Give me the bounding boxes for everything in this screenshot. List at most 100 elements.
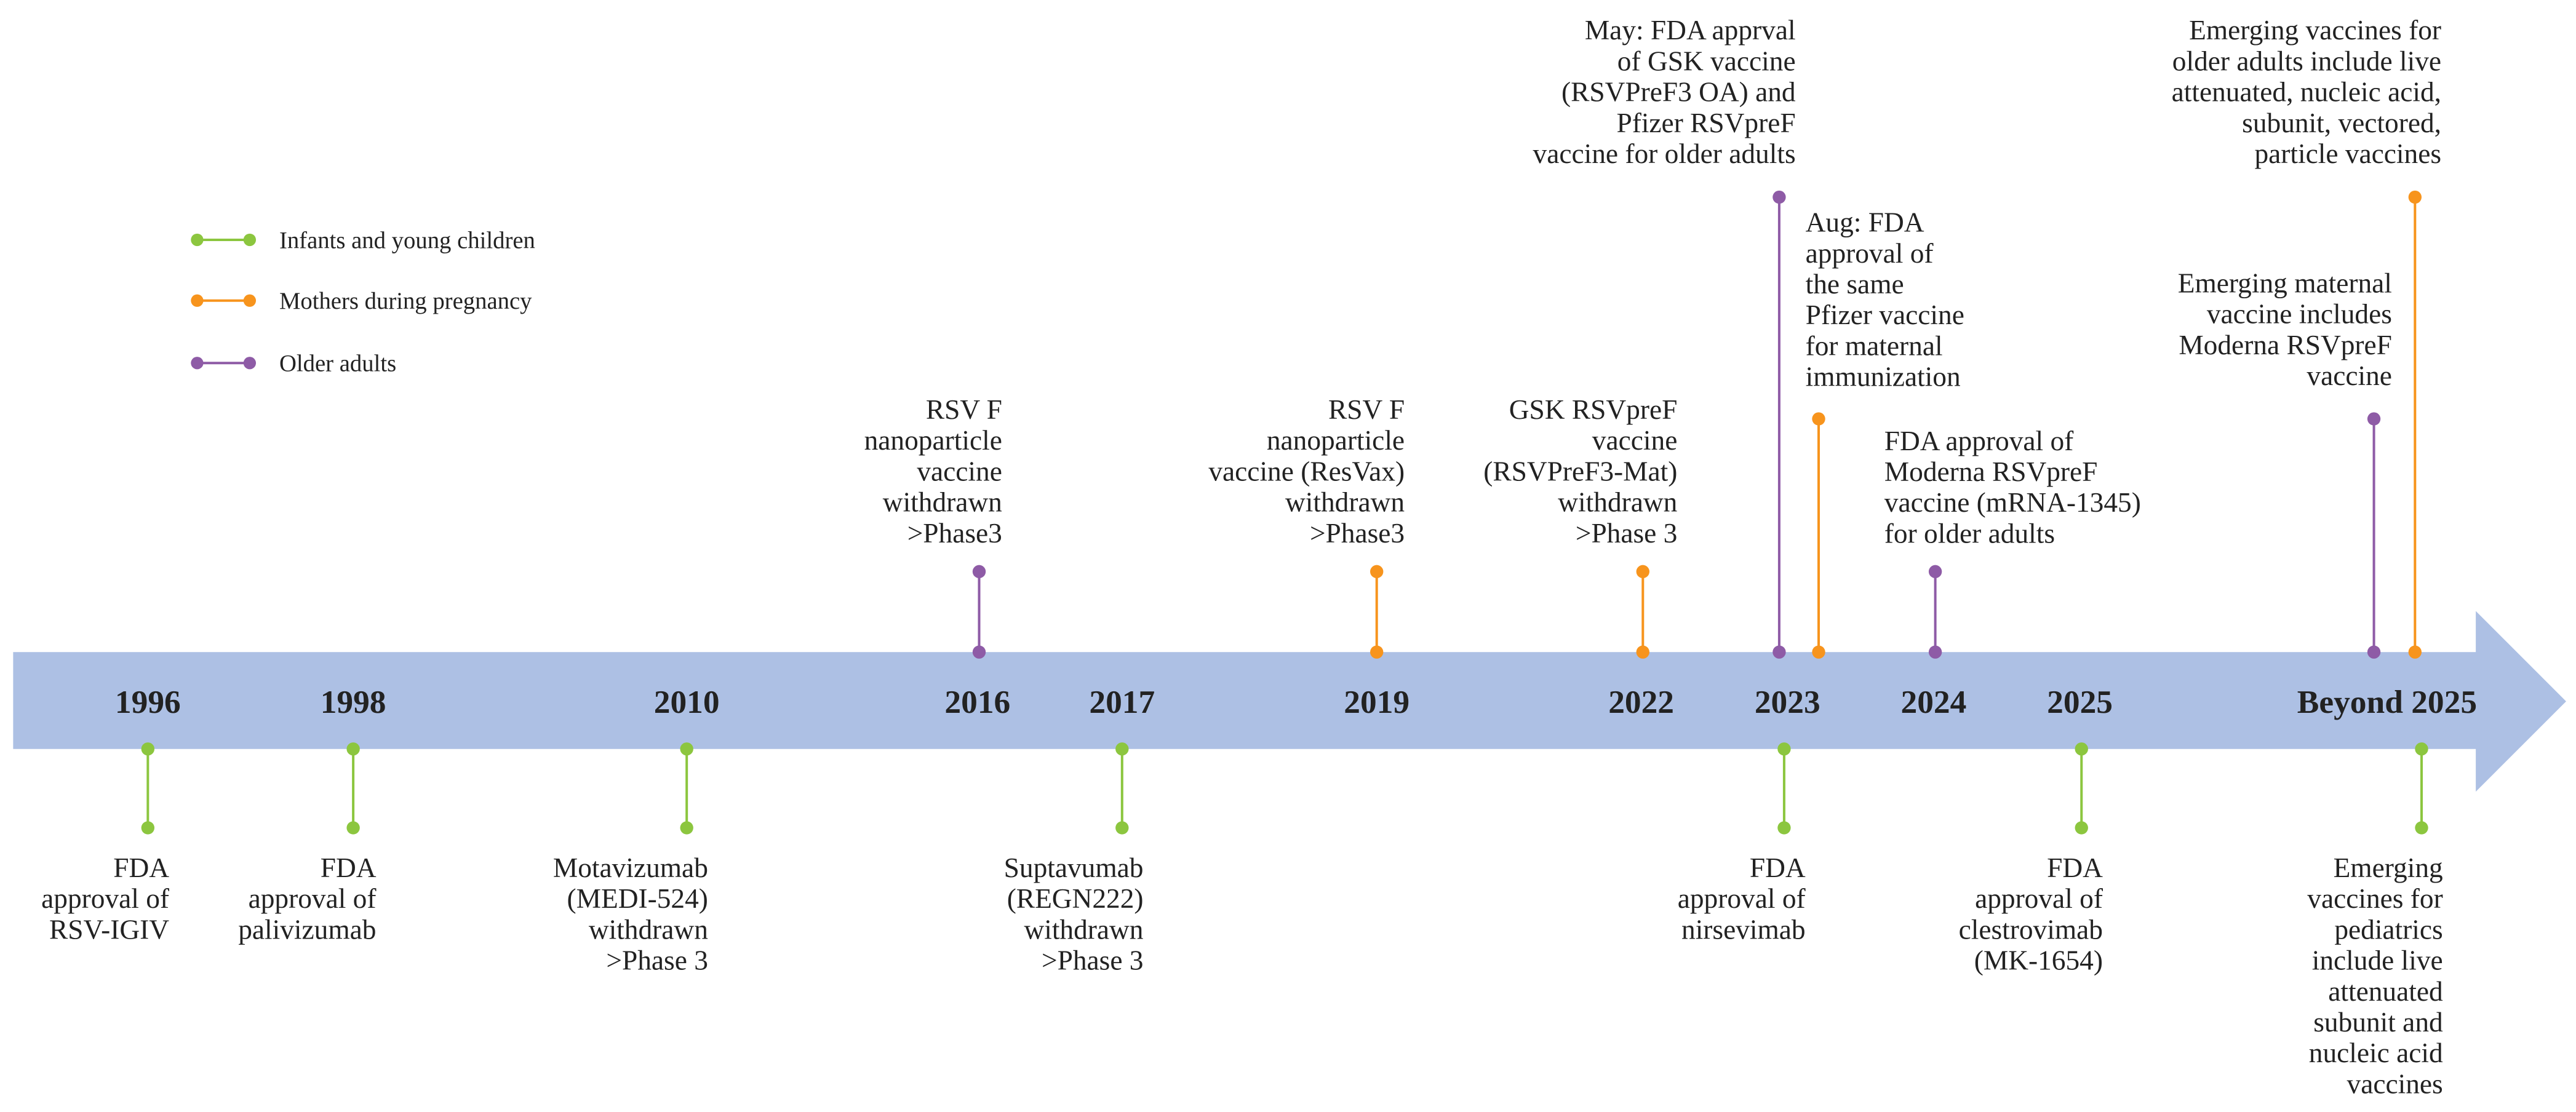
event-dot <box>680 821 693 835</box>
event-text: nucleic acid <box>2309 1038 2443 1068</box>
event-dot <box>1370 645 1384 659</box>
event-text: >Phase 3 <box>1576 518 1677 549</box>
event-text: Emerging <box>2334 852 2443 883</box>
event-text: subunit and <box>2313 1007 2443 1038</box>
year-label: 2022 <box>1608 683 1674 720</box>
event-text: (RSVPreF3 OA) and <box>1561 77 1796 108</box>
event-text: palivizumab <box>238 914 376 945</box>
event-text: older adults include live <box>2172 46 2441 76</box>
event-dot <box>1772 645 1786 659</box>
event-text: attenuated, nucleic acid, <box>2172 77 2441 108</box>
event-text: approval of <box>249 883 377 914</box>
legend-label: Mothers during pregnancy <box>279 288 532 314</box>
year-label: 1998 <box>321 683 386 720</box>
event-text: FDA <box>113 852 169 883</box>
event-text: particle vaccines <box>2254 138 2441 169</box>
event-text: Moderna RSVpreF <box>1884 456 2098 487</box>
event-text: vaccine includes <box>2207 299 2392 330</box>
event-text: withdrawn <box>1558 487 1677 518</box>
event-text: RSV F <box>926 394 1002 425</box>
event-text: immunization <box>1806 362 1961 392</box>
event-text: withdrawn <box>883 487 1002 518</box>
event-text: >Phase 3 <box>1042 945 1143 976</box>
event-text: May: FDA apprval <box>1585 15 1796 46</box>
event-dot <box>1777 742 1791 756</box>
legend-dot <box>191 233 204 247</box>
event-dot <box>1928 645 1942 659</box>
event-text: subunit, vectored, <box>2242 108 2441 138</box>
event-text: Pfizer vaccine <box>1806 300 1964 330</box>
legend-label: Infants and young children <box>279 228 535 253</box>
event-text: withdrawn <box>1285 487 1405 518</box>
legend-dot <box>243 357 257 370</box>
event-dot <box>2075 821 2088 835</box>
event-dot <box>680 742 693 756</box>
event-dot <box>1636 645 1649 659</box>
event-dot <box>972 565 986 579</box>
event-text: withdrawn <box>1024 914 1143 945</box>
year-label: 2024 <box>1901 683 1967 720</box>
event-dot <box>141 742 155 756</box>
event-text: Aug: FDA <box>1806 207 1924 238</box>
event-text: (REGN222) <box>1007 883 1144 914</box>
event-dot <box>1636 565 1649 579</box>
event-text: of GSK vaccine <box>1617 46 1796 76</box>
event-text: vaccine for older adults <box>1533 138 1796 169</box>
event-text: Emerging vaccines for <box>2189 15 2441 46</box>
event-dot <box>346 742 360 756</box>
event-dot <box>1115 821 1129 835</box>
event-dot <box>2408 645 2422 659</box>
legend-dot <box>243 294 257 307</box>
event-text: attenuated <box>2328 976 2443 1007</box>
event-dot <box>1370 565 1384 579</box>
event-text: include live <box>2312 945 2443 976</box>
legend-label: Older adults <box>279 351 396 377</box>
timeline-arrowhead <box>2476 611 2566 792</box>
event-text: Suptavumab <box>1004 852 1144 883</box>
event-text: RSV F <box>1328 394 1405 425</box>
event-text: FDA approval of <box>1884 426 2074 456</box>
event-text: approval of <box>41 883 170 914</box>
event-text: pediatrics <box>2334 914 2442 945</box>
event-text: RSV-IGIV <box>49 914 169 945</box>
year-label: 2023 <box>1755 683 1820 720</box>
event-text: (RSVPreF3-Mat) <box>1483 456 1677 486</box>
event-dot <box>1812 645 1825 659</box>
event-text: for older adults <box>1884 518 2055 549</box>
event-dot <box>2367 412 2381 426</box>
event-text: vaccines for <box>2307 883 2442 914</box>
event-text: (MK-1654) <box>1974 945 2103 976</box>
event-text: clestrovimab <box>1959 914 2103 945</box>
event-text: approval of <box>1975 883 2103 914</box>
legend-dot <box>243 233 257 247</box>
year-label: 2016 <box>944 683 1010 720</box>
event-text: Motavizumab <box>553 852 708 883</box>
event-text: vaccine <box>1592 425 1678 456</box>
year-label: 2010 <box>654 683 720 720</box>
legend-dot <box>191 357 204 370</box>
event-dot <box>2367 645 2381 659</box>
year-label: Beyond 2025 <box>2297 683 2477 720</box>
event-text: Moderna RSVpreF <box>2179 330 2392 360</box>
year-label: 2017 <box>1089 683 1155 720</box>
event-text: nanoparticle <box>1267 425 1405 456</box>
event-text: nirsevimab <box>1681 914 1806 945</box>
event-dot <box>1772 190 1786 204</box>
event-text: (MEDI-524) <box>567 883 708 914</box>
event-text: the same <box>1806 269 1904 300</box>
event-dot <box>2415 821 2428 835</box>
event-text: vaccine (mRNA-1345) <box>1884 487 2141 518</box>
event-text: vaccines <box>2347 1068 2443 1099</box>
event-text: nanoparticle <box>864 425 1002 456</box>
event-dot <box>2075 742 2088 756</box>
year-label: 1996 <box>115 683 181 720</box>
event-dot <box>141 821 155 835</box>
event-text: >Phase3 <box>907 518 1002 549</box>
event-text: vaccine <box>2307 360 2392 391</box>
event-text: vaccine <box>917 456 1002 486</box>
event-text: >Phase3 <box>1310 518 1405 549</box>
event-dot <box>1812 412 1825 426</box>
event-dot <box>972 645 986 659</box>
